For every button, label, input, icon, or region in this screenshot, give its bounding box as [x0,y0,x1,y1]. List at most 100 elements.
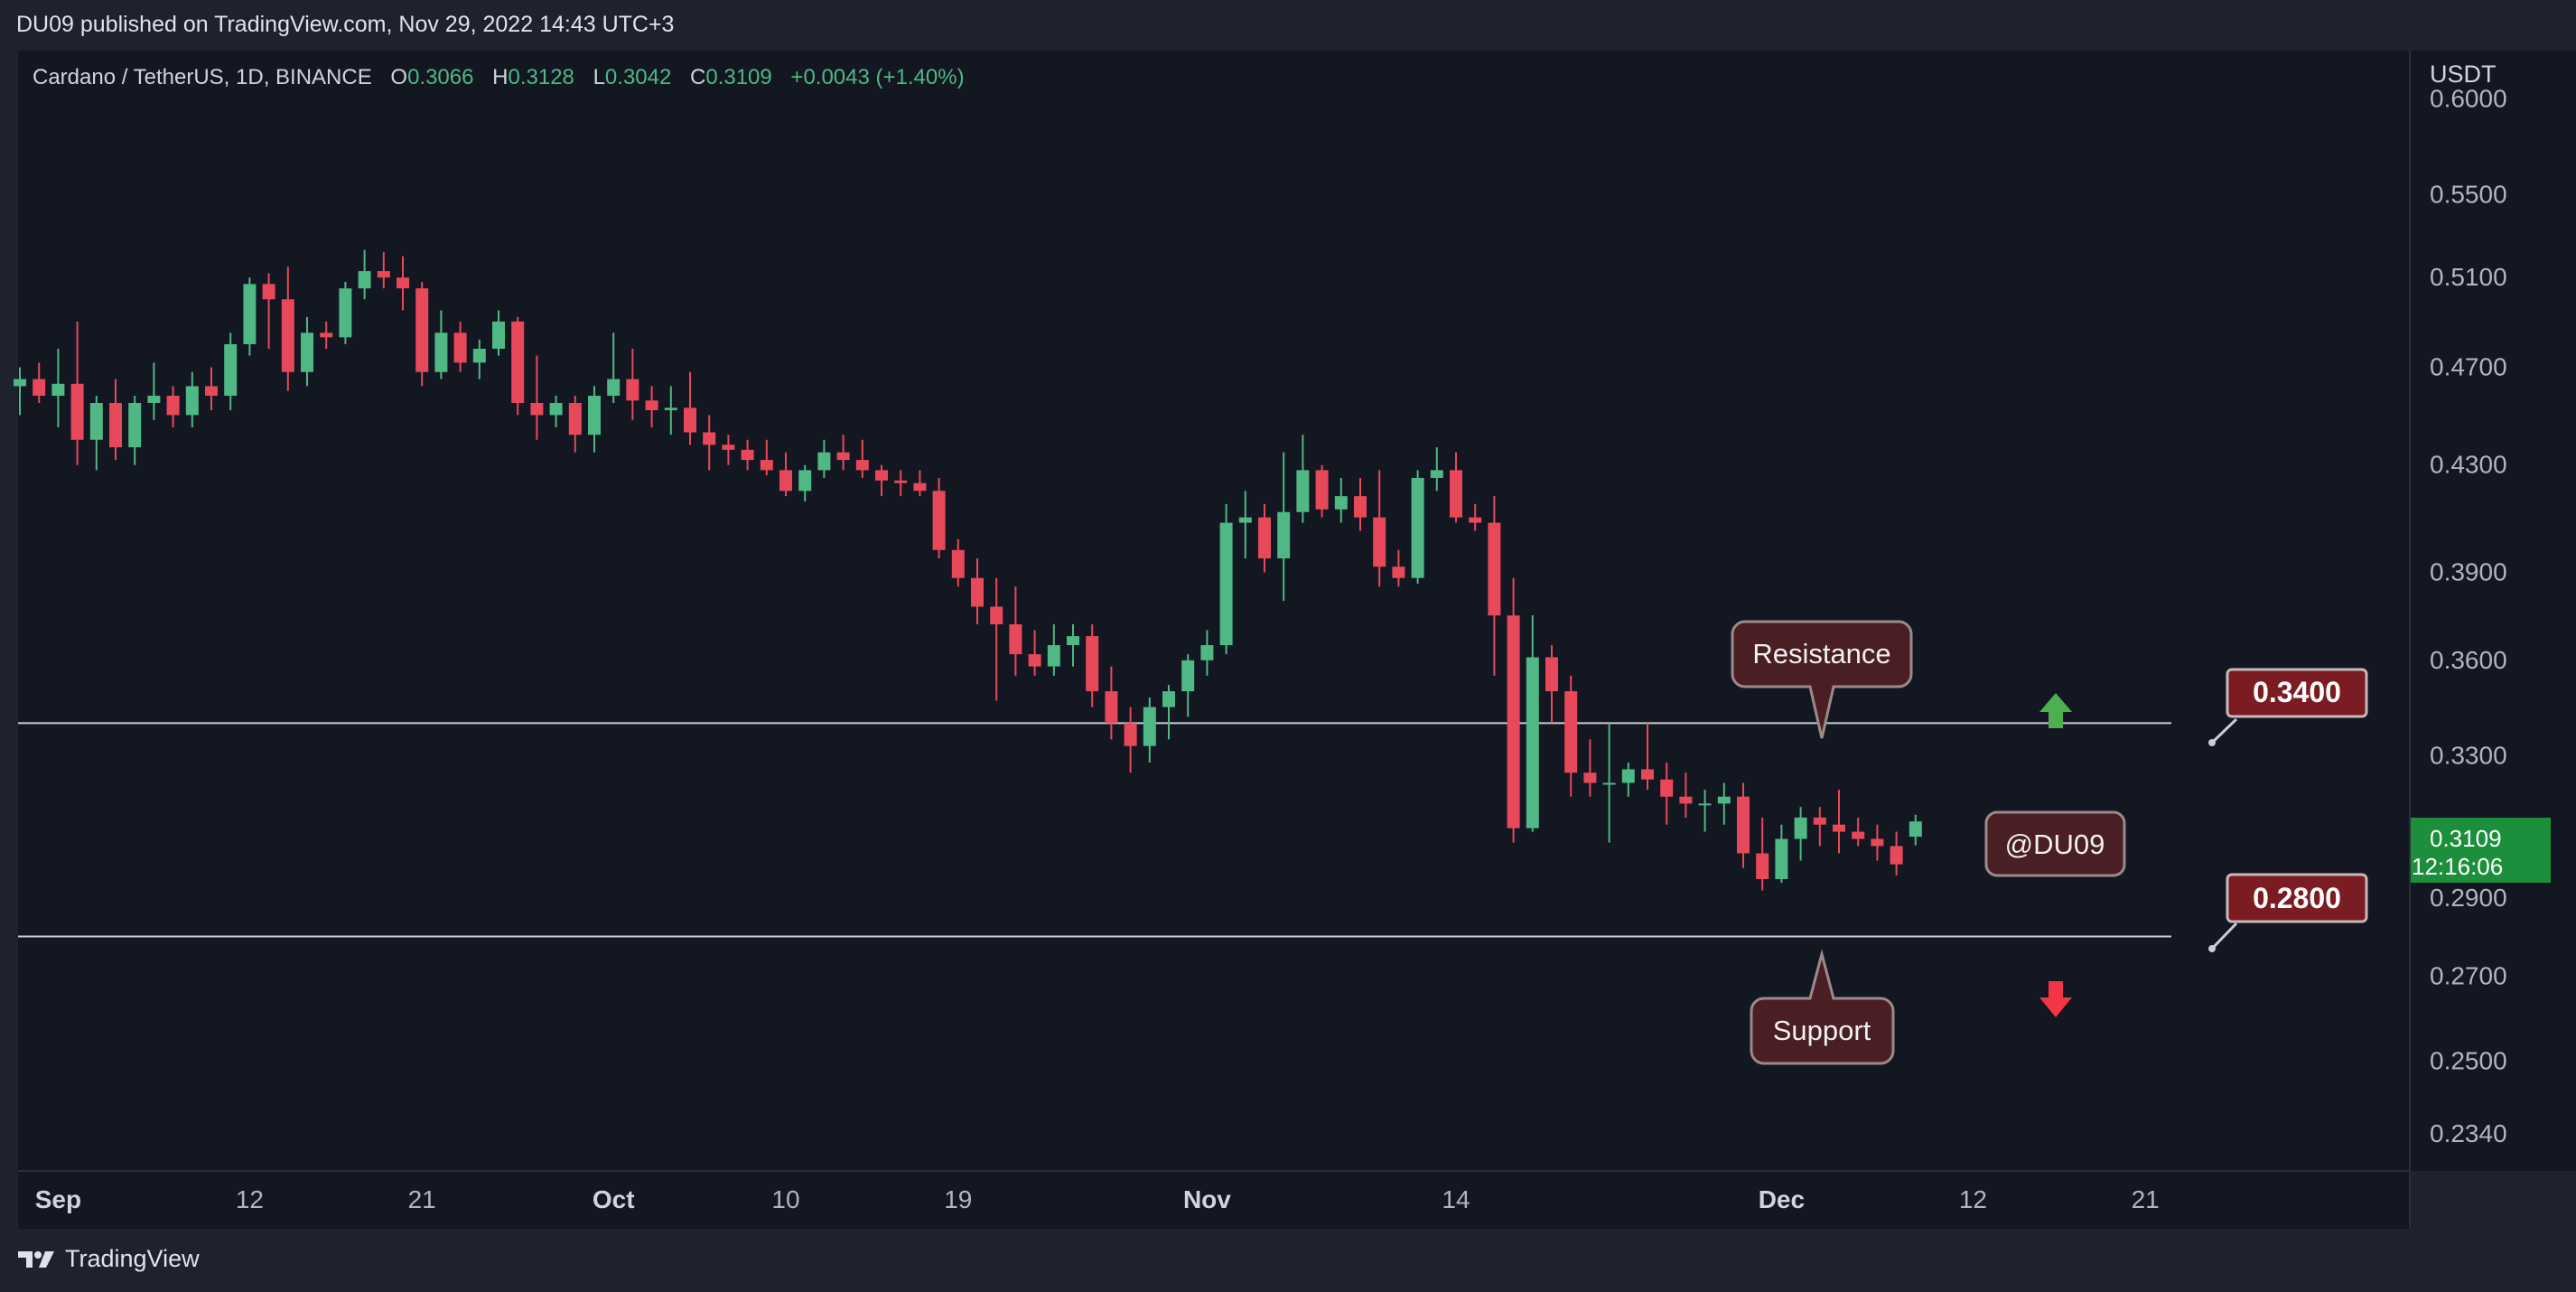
candle-body [1124,723,1137,746]
candle-body [243,284,257,344]
candle-body [951,549,965,578]
candle [1009,586,1022,676]
candle-body [147,395,161,403]
candle [70,321,84,465]
candle-body [664,407,677,411]
author-tag[interactable]: @DU09 [1984,810,2126,877]
candle-body [817,452,831,471]
candle-body [415,288,429,372]
tradingview-logo-icon [18,1250,54,1268]
y-tick-label: 0.5100 [2430,263,2507,291]
candle-body [588,395,601,435]
candle-body [1507,615,1520,829]
resistance-callout[interactable]: Resistance [1731,620,1913,739]
candle [568,395,582,453]
support-callout[interactable]: Support [1750,949,1895,1065]
candle-body [1469,517,1482,523]
candle [1641,723,1654,791]
candle-body [1564,691,1578,773]
current-price-tag: 0.3109 12:16:06 [2411,818,2551,883]
candle [836,435,850,471]
candle [301,316,313,387]
candle-body [1641,769,1654,780]
y-tick-label: 0.2900 [2430,884,2507,912]
y-tick-label: 0.2500 [2430,1046,2507,1074]
candle [453,321,467,372]
candle-body [1833,824,1845,832]
y-tick-label: 0.2340 [2430,1119,2507,1147]
price-label-resistance-text: 0.3400 [2253,676,2341,708]
y-tick-label: 0.4300 [2430,451,2507,479]
candle [1833,790,1845,854]
legend-symbol: Cardano / TetherUS, 1D, BINANCE [33,65,372,89]
candle-body [128,402,142,448]
x-tick-label: Nov [1183,1185,1231,1213]
candle-body [645,400,658,411]
y-tick-label: 0.5500 [2430,180,2507,208]
candle [358,249,371,300]
x-tick-label: 14 [1442,1185,1470,1213]
candle-body [1583,772,1597,783]
candle-body [224,343,238,396]
candle-body [453,332,467,363]
legend-close-label: C [690,65,705,89]
time-axis[interactable] [18,1171,2410,1229]
tradingview-logo[interactable]: TradingView [18,1245,200,1273]
candle [51,349,65,428]
x-tick-label: 10 [771,1185,799,1213]
candle-body [33,379,46,396]
candle-body [1277,511,1291,558]
candle [472,339,486,379]
candle-body [1334,496,1348,510]
legend-high-label: H [492,65,508,89]
legend-low-value: 0.3042 [605,65,671,89]
candle-body [1660,779,1674,797]
price-label-resistance[interactable]: 0.3400 [2208,668,2368,746]
candle-body [1602,782,1616,785]
candle [1679,772,1693,818]
candle [1200,630,1214,676]
candle-body [1737,796,1750,854]
plot-area[interactable] [18,51,2410,1171]
candle-body [626,379,639,401]
legend-change: +0.0043 (+1.40%) [790,65,964,89]
candle-body [205,386,218,396]
candle-body [607,379,621,396]
candle-body [51,383,65,396]
candle-body [1067,636,1079,646]
candle [875,464,888,497]
candle [1756,817,1769,891]
down-arrow-icon [2039,981,2072,1017]
candle [1852,817,1865,847]
candle [951,538,965,587]
candle-body [358,271,371,289]
y-tick-label: 0.3600 [2430,646,2507,674]
candle [971,557,984,624]
candle-body [1354,496,1367,518]
price-axis[interactable] [2410,51,2576,1171]
candle [932,477,946,558]
candle-body [741,449,754,461]
candle [243,277,257,356]
candle [549,395,563,428]
candle-body [89,402,103,440]
candle-body [1086,636,1099,692]
candle [14,367,26,416]
candle [1315,464,1329,518]
y-tick-label: 0.2700 [2430,962,2507,990]
candle-body [1756,853,1769,880]
price-label-support[interactable]: 0.2800 [2208,873,2368,952]
candle-body [109,402,122,448]
price-label-support-text: 0.2800 [2253,882,2341,914]
candle [262,273,275,350]
publish-header: DU09 published on TradingView.com, Nov 2… [0,0,2576,51]
candle-body [1411,477,1424,578]
support-label: Support [1773,1015,1871,1046]
candle-body [1105,691,1118,724]
candle [492,310,505,356]
candle-body [301,332,313,372]
candle [1124,707,1137,773]
candle [377,251,390,289]
